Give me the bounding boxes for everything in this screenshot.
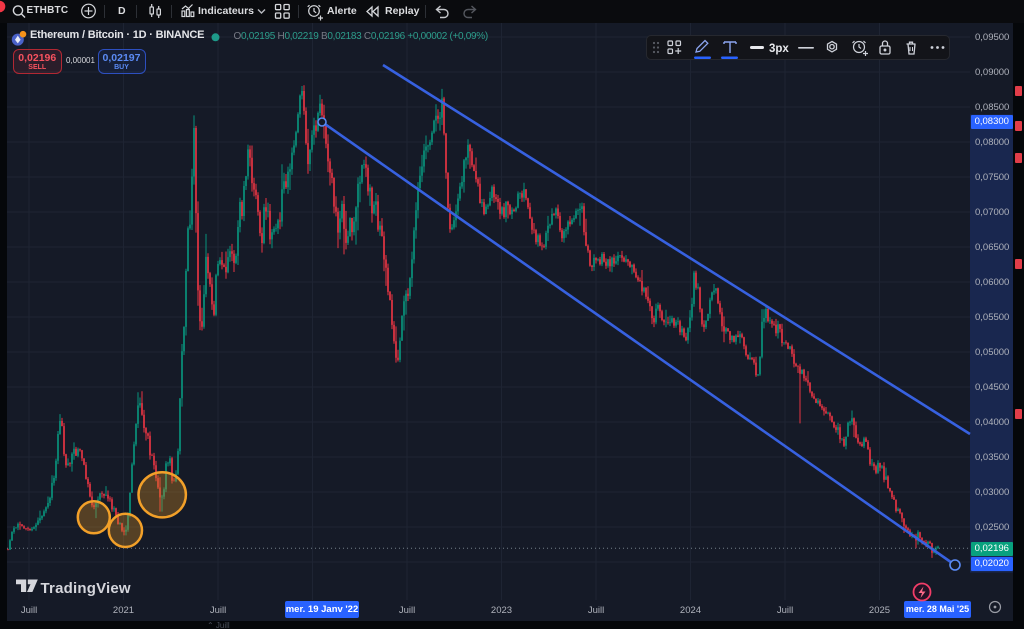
svg-text:3px: 3px: [769, 43, 789, 55]
